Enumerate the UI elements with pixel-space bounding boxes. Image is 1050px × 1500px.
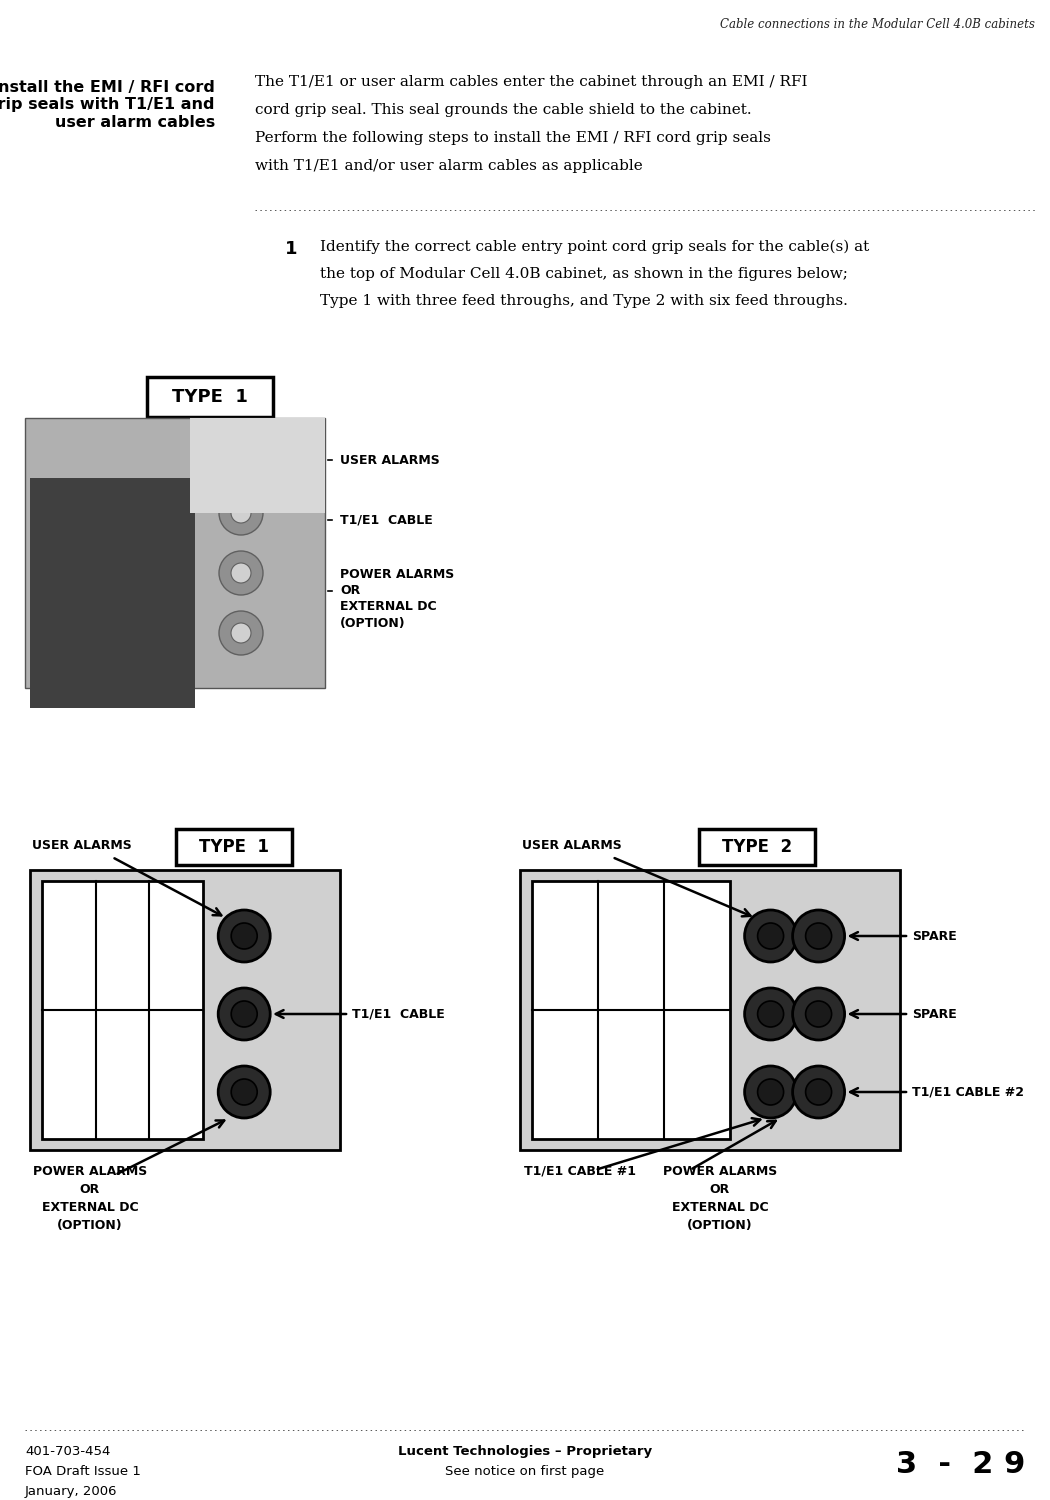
Text: USER ALARMS: USER ALARMS <box>522 839 622 852</box>
Circle shape <box>231 1078 257 1106</box>
Text: Lucent Technologies – Proprietary: Lucent Technologies – Proprietary <box>398 1444 652 1458</box>
Circle shape <box>744 988 797 1039</box>
Text: cord grip seal. This seal grounds the cable shield to the cabinet.: cord grip seal. This seal grounds the ca… <box>255 104 752 117</box>
Text: T1/E1 CABLE #2: T1/E1 CABLE #2 <box>912 1086 1024 1098</box>
Text: TYPE  1: TYPE 1 <box>198 839 269 856</box>
Text: SPARE: SPARE <box>912 1008 957 1020</box>
Text: Identify the correct cable entry point cord grip seals for the cable(s) at: Identify the correct cable entry point c… <box>320 240 869 255</box>
Text: T1/E1 CABLE #1: T1/E1 CABLE #1 <box>524 1166 636 1178</box>
Circle shape <box>231 503 251 524</box>
Text: 1: 1 <box>285 240 297 258</box>
Circle shape <box>758 1000 783 1028</box>
Text: the top of Modular Cell 4.0B cabinet, as shown in the figures below;: the top of Modular Cell 4.0B cabinet, as… <box>320 267 848 280</box>
Circle shape <box>231 562 251 584</box>
Bar <box>25 419 325 688</box>
Text: OR: OR <box>80 1184 100 1196</box>
Circle shape <box>219 490 262 536</box>
Circle shape <box>218 988 270 1039</box>
Text: USER ALARMS: USER ALARMS <box>340 453 440 466</box>
Circle shape <box>805 1078 832 1106</box>
Text: OR: OR <box>340 585 360 597</box>
Bar <box>520 870 900 1150</box>
Text: (OPTION): (OPTION) <box>687 1220 753 1232</box>
Text: January, 2006: January, 2006 <box>25 1485 118 1498</box>
Circle shape <box>744 910 797 962</box>
Circle shape <box>218 910 270 962</box>
FancyBboxPatch shape <box>175 830 292 866</box>
Text: USER ALARMS: USER ALARMS <box>32 839 131 852</box>
Text: T1/E1  CABLE: T1/E1 CABLE <box>352 1008 445 1020</box>
Text: EXTERNAL DC: EXTERNAL DC <box>42 1202 139 1214</box>
Text: POWER ALARMS: POWER ALARMS <box>663 1166 777 1178</box>
Circle shape <box>744 1066 797 1118</box>
Circle shape <box>218 1066 270 1118</box>
Text: Perform the following steps to install the EMI / RFI cord grip seals: Perform the following steps to install t… <box>255 130 771 146</box>
Text: TYPE  2: TYPE 2 <box>722 839 793 856</box>
Text: 3  -  2 9: 3 - 2 9 <box>896 1450 1025 1479</box>
FancyBboxPatch shape <box>147 376 273 417</box>
Text: Type 1 with three feed throughs, and Type 2 with six feed throughs.: Type 1 with three feed throughs, and Typ… <box>320 294 848 307</box>
Circle shape <box>219 550 262 596</box>
Circle shape <box>793 910 844 962</box>
Text: (OPTION): (OPTION) <box>340 616 405 630</box>
Text: TYPE  1: TYPE 1 <box>172 388 248 406</box>
Text: T1/E1  CABLE: T1/E1 CABLE <box>340 513 433 526</box>
Bar <box>190 419 326 513</box>
Circle shape <box>758 922 783 950</box>
Text: POWER ALARMS: POWER ALARMS <box>33 1166 147 1178</box>
Circle shape <box>231 922 257 950</box>
Text: Cable connections in the Modular Cell 4.0B cabinets: Cable connections in the Modular Cell 4.… <box>720 18 1035 32</box>
Text: with T1/E1 and/or user alarm cables as applicable: with T1/E1 and/or user alarm cables as a… <box>255 159 643 172</box>
Circle shape <box>758 1078 783 1106</box>
Text: POWER ALARMS: POWER ALARMS <box>340 568 455 582</box>
Text: See notice on first page: See notice on first page <box>445 1466 605 1478</box>
Text: (OPTION): (OPTION) <box>57 1220 123 1232</box>
FancyBboxPatch shape <box>699 830 816 866</box>
Text: OR: OR <box>710 1184 730 1196</box>
Bar <box>42 880 204 1138</box>
Circle shape <box>793 1066 844 1118</box>
Circle shape <box>219 610 262 656</box>
Text: EXTERNAL DC: EXTERNAL DC <box>340 600 437 613</box>
Circle shape <box>231 1000 257 1028</box>
Bar <box>30 478 195 708</box>
Text: 401-703-454: 401-703-454 <box>25 1444 110 1458</box>
Circle shape <box>805 1000 832 1028</box>
Text: FOA Draft Issue 1: FOA Draft Issue 1 <box>25 1466 141 1478</box>
Circle shape <box>805 922 832 950</box>
Text: SPARE: SPARE <box>912 930 957 942</box>
Text: EXTERNAL DC: EXTERNAL DC <box>672 1202 769 1214</box>
Bar <box>30 870 340 1150</box>
Bar <box>532 880 730 1138</box>
Circle shape <box>231 622 251 644</box>
Circle shape <box>793 988 844 1039</box>
Text: The T1/E1 or user alarm cables enter the cabinet through an EMI / RFI: The T1/E1 or user alarm cables enter the… <box>255 75 807 88</box>
Text: Install the EMI / RFI cord
grip seals with T1/E1 and
user alarm cables: Install the EMI / RFI cord grip seals wi… <box>0 80 215 130</box>
